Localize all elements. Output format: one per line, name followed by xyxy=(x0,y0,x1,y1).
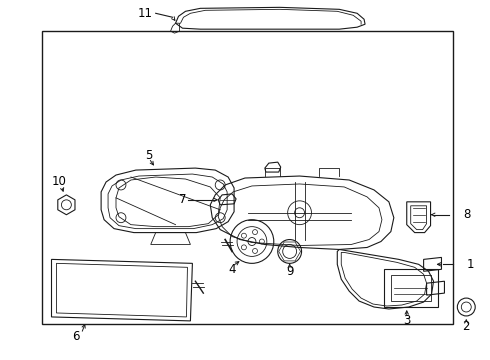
Bar xyxy=(391,275,431,301)
Text: 4: 4 xyxy=(228,263,236,276)
Text: 3: 3 xyxy=(403,314,411,327)
Bar xyxy=(384,269,439,307)
Text: 2: 2 xyxy=(463,320,470,333)
Text: 11: 11 xyxy=(138,7,153,20)
Text: 1: 1 xyxy=(466,258,474,271)
Text: 9: 9 xyxy=(286,265,294,278)
Bar xyxy=(42,31,453,324)
Text: 7: 7 xyxy=(179,193,187,206)
Text: 8: 8 xyxy=(464,208,471,221)
Text: 5: 5 xyxy=(145,149,152,162)
Text: 10: 10 xyxy=(52,175,67,189)
Text: 6: 6 xyxy=(73,330,80,343)
